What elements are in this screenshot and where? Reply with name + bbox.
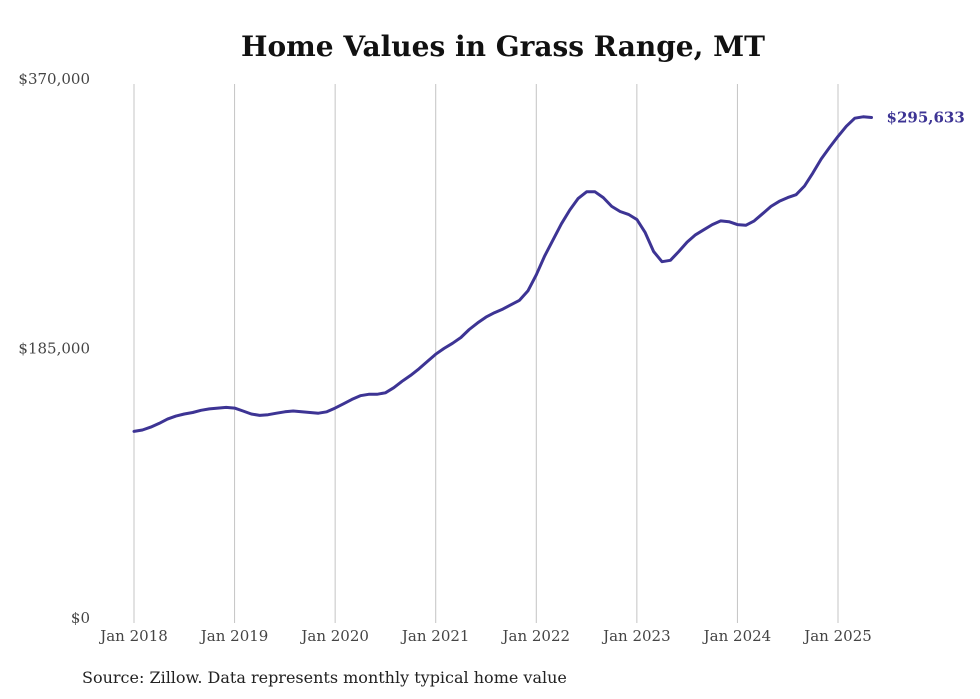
x-tick-label: Jan 2019 [199,627,269,645]
home-value-line [132,115,873,433]
x-tick-label: Jan 2021 [400,627,470,645]
x-tick-label: Jan 2025 [802,627,872,645]
x-tick-label: Jan 2018 [98,627,168,645]
y-tick-label: $185,000 [18,340,90,358]
x-axis-ticks: Jan 2018 Jan 2019 Jan 2020 Jan 2021 Jan 2022… [98,627,872,645]
y-tick-label: $370,000 [18,70,90,88]
x-tick-label: Jan 2024 [702,627,772,645]
last-value-label: $295,633 [887,109,965,127]
y-axis-ticks: $0 $185,000 $370,000 [18,70,90,627]
y-tick-label: $0 [71,609,90,627]
x-tick-label: Jan 2020 [299,627,369,645]
x-tick-label: Jan 2023 [601,627,671,645]
chart-title: Home Values in Grass Range, MT [241,30,765,63]
gridlines [133,84,839,623]
x-tick-label: Jan 2022 [501,627,571,645]
source-note: Source: Zillow. Data represents monthly … [82,668,567,687]
